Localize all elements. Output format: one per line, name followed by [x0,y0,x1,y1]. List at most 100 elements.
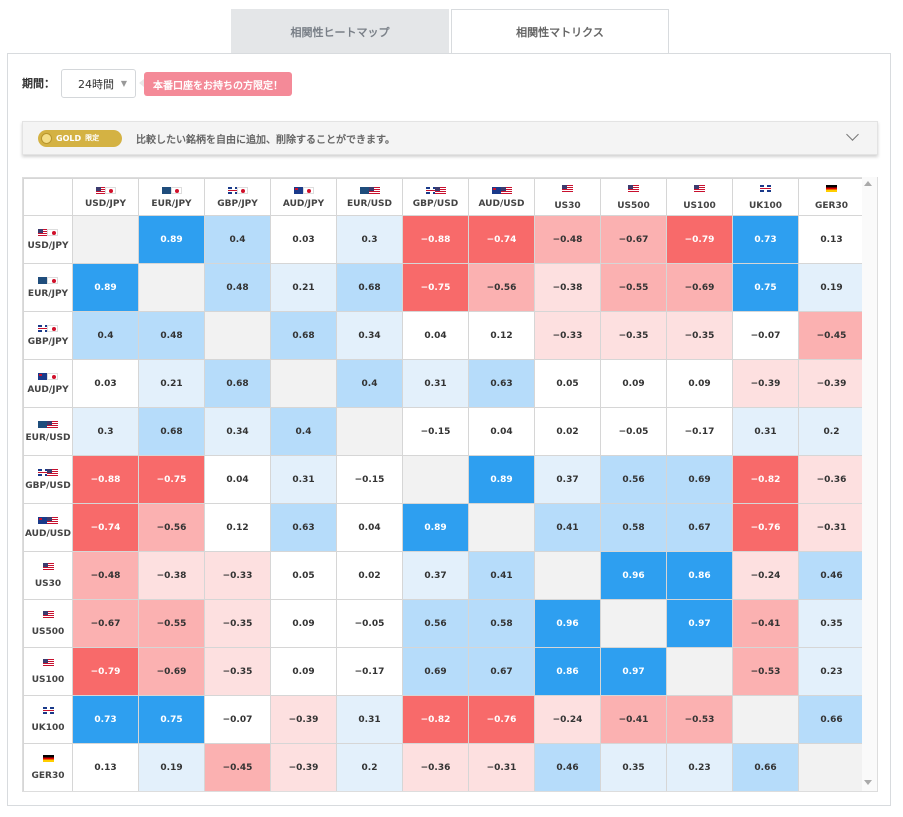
correlation-cell[interactable]: −0.69 [666,263,733,312]
correlation-cell[interactable]: −0.67 [600,215,667,264]
correlation-cell[interactable]: −0.48 [72,551,139,600]
correlation-cell[interactable]: 0.56 [600,455,667,504]
correlation-cell[interactable]: 0.96 [534,599,601,648]
correlation-cell[interactable]: −0.35 [204,647,271,696]
correlation-cell[interactable]: 0.04 [336,503,403,552]
correlation-cell[interactable]: −0.41 [732,599,799,648]
correlation-cell[interactable]: −0.69 [138,647,205,696]
correlation-cell[interactable]: 0.12 [468,311,535,360]
correlation-cell[interactable]: −0.31 [468,743,535,791]
correlation-cell[interactable]: 0.56 [402,599,469,648]
live-account-promo-button[interactable]: 本番口座をお持ちの方限定！ [144,72,292,96]
correlation-cell[interactable]: 0.46 [798,551,865,600]
chevron-down-icon[interactable] [846,128,859,141]
correlation-cell[interactable]: −0.39 [270,743,337,791]
correlation-cell[interactable]: −0.75 [138,455,205,504]
correlation-cell[interactable]: 0.34 [204,407,271,456]
correlation-cell[interactable]: 0.09 [600,359,667,408]
correlation-cell[interactable]: 0.31 [336,695,403,744]
correlation-cell[interactable]: −0.33 [204,551,271,600]
correlation-cell[interactable]: 0.09 [270,599,337,648]
correlation-cell[interactable]: −0.35 [204,599,271,648]
correlation-cell[interactable]: 0.68 [270,311,337,360]
correlation-cell[interactable]: 0.12 [204,503,271,552]
correlation-cell[interactable]: −0.56 [468,263,535,312]
correlation-cell[interactable]: 0.2 [336,743,403,791]
correlation-cell[interactable]: 0.41 [468,551,535,600]
gold-feature-bar[interactable]: GOLD 限定 比較したい銘柄を自由に追加、削除することができます。 [22,121,878,155]
correlation-cell[interactable]: 0.04 [468,407,535,456]
correlation-cell[interactable]: 0.21 [270,263,337,312]
correlation-cell[interactable]: 0.48 [138,311,205,360]
correlation-cell[interactable]: −0.53 [666,695,733,744]
correlation-cell[interactable]: 0.97 [666,599,733,648]
correlation-cell[interactable]: 0.09 [666,359,733,408]
correlation-cell[interactable]: 0.58 [600,503,667,552]
correlation-cell[interactable]: −0.05 [336,599,403,648]
correlation-cell[interactable]: 0.73 [72,695,139,744]
correlation-cell[interactable]: −0.24 [534,695,601,744]
correlation-cell[interactable]: −0.88 [72,455,139,504]
tab-matrix[interactable]: 相関性マトリクス [451,9,669,54]
correlation-cell[interactable]: 0.3 [336,215,403,264]
correlation-cell[interactable]: 0.4 [204,215,271,264]
correlation-cell[interactable]: −0.55 [138,599,205,648]
correlation-cell[interactable]: −0.38 [138,551,205,600]
correlation-cell[interactable]: −0.15 [402,407,469,456]
correlation-cell[interactable]: 0.46 [534,743,601,791]
correlation-cell[interactable]: 0.02 [534,407,601,456]
correlation-cell[interactable]: 0.03 [270,215,337,264]
correlation-cell[interactable]: 0.13 [798,215,865,264]
correlation-cell[interactable]: −0.74 [468,215,535,264]
correlation-cell[interactable]: 0.67 [666,503,733,552]
correlation-cell[interactable]: −0.35 [666,311,733,360]
correlation-cell[interactable]: 0.63 [468,359,535,408]
correlation-cell[interactable]: −0.48 [534,215,601,264]
correlation-cell[interactable]: −0.79 [666,215,733,264]
correlation-cell[interactable]: −0.45 [798,311,865,360]
scroll-down-arrow-icon[interactable] [864,780,872,785]
correlation-cell[interactable]: −0.79 [72,647,139,696]
correlation-cell[interactable]: −0.82 [732,455,799,504]
correlation-cell[interactable]: −0.39 [732,359,799,408]
tab-heatmap[interactable]: 相関性ヒートマップ [231,9,449,53]
correlation-cell[interactable]: 0.05 [534,359,601,408]
correlation-cell[interactable]: 0.05 [270,551,337,600]
correlation-cell[interactable]: 0.48 [204,263,271,312]
correlation-cell[interactable]: 0.66 [798,695,865,744]
correlation-cell[interactable]: 0.37 [534,455,601,504]
correlation-cell[interactable]: 0.03 [72,359,139,408]
correlation-cell[interactable]: 0.58 [468,599,535,648]
correlation-cell[interactable]: 0.23 [798,647,865,696]
scroll-up-arrow-icon[interactable] [864,181,872,186]
correlation-cell[interactable]: −0.76 [468,695,535,744]
correlation-cell[interactable]: −0.35 [600,311,667,360]
correlation-cell[interactable]: 0.19 [138,743,205,791]
correlation-cell[interactable]: 0.89 [468,455,535,504]
correlation-cell[interactable]: 0.09 [270,647,337,696]
correlation-cell[interactable]: 0.69 [402,647,469,696]
correlation-cell[interactable]: −0.45 [204,743,271,791]
period-select[interactable]: 24時間 ▼ [61,69,136,98]
correlation-cell[interactable]: −0.75 [402,263,469,312]
correlation-cell[interactable]: 0.68 [336,263,403,312]
correlation-cell[interactable]: 0.89 [138,215,205,264]
correlation-cell[interactable]: −0.53 [732,647,799,696]
correlation-cell[interactable]: 0.37 [402,551,469,600]
correlation-cell[interactable]: 0.86 [666,551,733,600]
correlation-cell[interactable]: 0.13 [72,743,139,791]
correlation-cell[interactable]: −0.67 [72,599,139,648]
correlation-cell[interactable]: 0.31 [402,359,469,408]
correlation-cell[interactable]: 0.75 [732,263,799,312]
correlation-cell[interactable]: 0.69 [666,455,733,504]
correlation-cell[interactable]: 0.35 [600,743,667,791]
correlation-cell[interactable]: 0.2 [798,407,865,456]
correlation-cell[interactable]: 0.67 [468,647,535,696]
correlation-cell[interactable]: −0.33 [534,311,601,360]
correlation-cell[interactable]: 0.75 [138,695,205,744]
correlation-cell[interactable]: 0.34 [336,311,403,360]
correlation-cell[interactable]: 0.89 [72,263,139,312]
correlation-cell[interactable]: 0.96 [600,551,667,600]
correlation-cell[interactable]: 0.86 [534,647,601,696]
correlation-cell[interactable]: −0.07 [204,695,271,744]
